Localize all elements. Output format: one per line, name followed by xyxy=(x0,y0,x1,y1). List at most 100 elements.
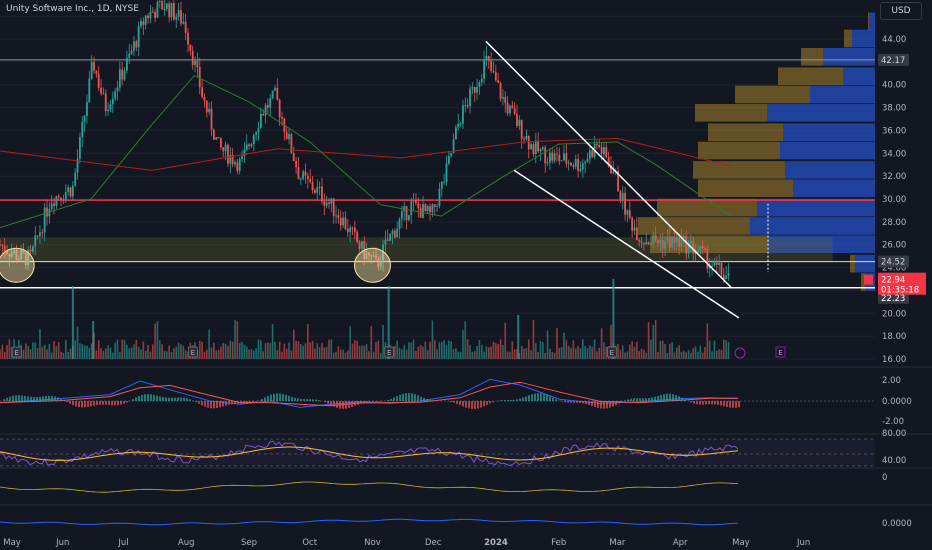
candle-body xyxy=(184,21,187,33)
candle-body xyxy=(168,3,171,18)
candle-body xyxy=(74,172,77,186)
candle-body xyxy=(473,87,476,93)
highlight-circles[interactable] xyxy=(0,247,391,283)
macd-histogram-bar xyxy=(402,393,404,401)
volume-bar xyxy=(36,347,39,359)
macd-histogram-bar xyxy=(372,401,374,402)
moving-averages xyxy=(0,74,732,229)
candle-body xyxy=(177,9,180,17)
volume-bar xyxy=(436,349,438,359)
macd-histogram-bar xyxy=(378,401,380,402)
candle-body xyxy=(321,186,323,202)
currency-button[interactable]: USD xyxy=(880,2,922,20)
macd-histogram-bar xyxy=(288,395,290,401)
rsi-pane xyxy=(0,438,875,467)
volume-bar xyxy=(459,352,462,359)
price-tick: 20.00 xyxy=(882,309,906,319)
time-axis[interactable]: May Jun Jul Aug Sep Oct Nov Dec 2024 Feb Mar Apr May… xyxy=(3,538,810,548)
volume-profile-down xyxy=(695,103,767,122)
macd-histogram-bar xyxy=(606,401,608,409)
macd-histogram-bar xyxy=(618,401,620,404)
price-tick: 32.00 xyxy=(882,172,906,182)
rsi-line xyxy=(0,440,739,467)
volume-bar xyxy=(577,345,579,359)
candle-body xyxy=(344,217,347,229)
candle-body xyxy=(722,274,725,280)
macd-histogram-bar xyxy=(69,401,71,404)
volume-bar xyxy=(666,352,669,359)
volume-bar xyxy=(621,345,624,359)
candle-body xyxy=(447,156,450,164)
volume-bar xyxy=(450,341,452,359)
candle-body xyxy=(79,136,81,159)
horizontal-lines[interactable] xyxy=(0,59,875,289)
chart-title: Unity Software Inc., 1D, NYSE xyxy=(6,4,139,14)
volume-bar xyxy=(210,347,213,359)
candle-body xyxy=(527,135,530,150)
volume-bar xyxy=(683,350,685,359)
volume-bar xyxy=(206,349,208,359)
volume-bar xyxy=(490,346,492,359)
macd-histogram-bar xyxy=(90,401,92,407)
volume-bar xyxy=(332,352,335,359)
macd-histogram-bar xyxy=(603,401,605,409)
volume-bar xyxy=(509,352,511,359)
volume-bar xyxy=(184,350,187,359)
volume-bar xyxy=(466,339,469,359)
price-axis[interactable]: 16.0018.0020.0022.0024.0026.0028.0030.00… xyxy=(864,35,926,529)
oscillator-panes xyxy=(0,481,739,526)
candle-body xyxy=(114,91,117,99)
volume-bar xyxy=(480,344,483,359)
volume-bar xyxy=(654,319,657,359)
macd-histogram-bar xyxy=(45,396,47,401)
volume-profile-down xyxy=(708,123,783,142)
countdown-label: 01:35:18 xyxy=(881,286,919,296)
macd-histogram-bar xyxy=(468,401,470,409)
candle-body xyxy=(553,153,556,161)
macd-histogram-bar xyxy=(399,394,401,401)
candle-body xyxy=(668,236,671,248)
volume-profile-up xyxy=(855,254,875,273)
volume-bar xyxy=(112,352,114,359)
candle-body xyxy=(62,199,65,201)
last-price-badge xyxy=(878,272,926,295)
volume-bar xyxy=(497,344,499,359)
highlight-circle xyxy=(0,247,35,283)
macd-histogram-bar xyxy=(30,396,32,401)
price-tick: 16.00 xyxy=(882,355,906,365)
volume-profile-down xyxy=(861,273,865,291)
volume-bar xyxy=(25,343,27,359)
candle-body xyxy=(22,249,25,253)
macd-histogram-bar xyxy=(345,401,347,409)
volume-bar xyxy=(504,322,507,359)
earnings-marker: E xyxy=(14,349,18,357)
macd-histogram-bar xyxy=(213,401,215,409)
falling-channel[interactable] xyxy=(485,40,769,319)
candle-body xyxy=(638,239,641,242)
macd-histogram-bar xyxy=(705,401,707,405)
bottom-line-label-bg xyxy=(878,291,909,304)
macd-histogram-bar xyxy=(78,401,80,408)
volume-bar xyxy=(257,339,260,359)
candle-body xyxy=(591,150,594,158)
macd-histogram-bar xyxy=(588,401,590,405)
candle-body xyxy=(586,158,589,162)
volume-bar xyxy=(22,349,25,359)
macd-histogram-bar xyxy=(663,394,665,401)
candle-body xyxy=(86,102,88,116)
volume-bar xyxy=(335,351,337,359)
candle-body xyxy=(356,231,359,243)
volume-bar xyxy=(0,349,1,359)
volume-bar xyxy=(676,347,678,359)
candle-body xyxy=(483,60,485,79)
candle-body xyxy=(570,162,572,166)
volume-bar xyxy=(260,340,262,359)
macd-histogram-bar xyxy=(237,401,239,404)
price-candles[interactable] xyxy=(0,0,730,284)
candle-body xyxy=(643,242,645,245)
rsi-ma-line xyxy=(0,446,739,461)
volume-bar xyxy=(243,344,246,359)
